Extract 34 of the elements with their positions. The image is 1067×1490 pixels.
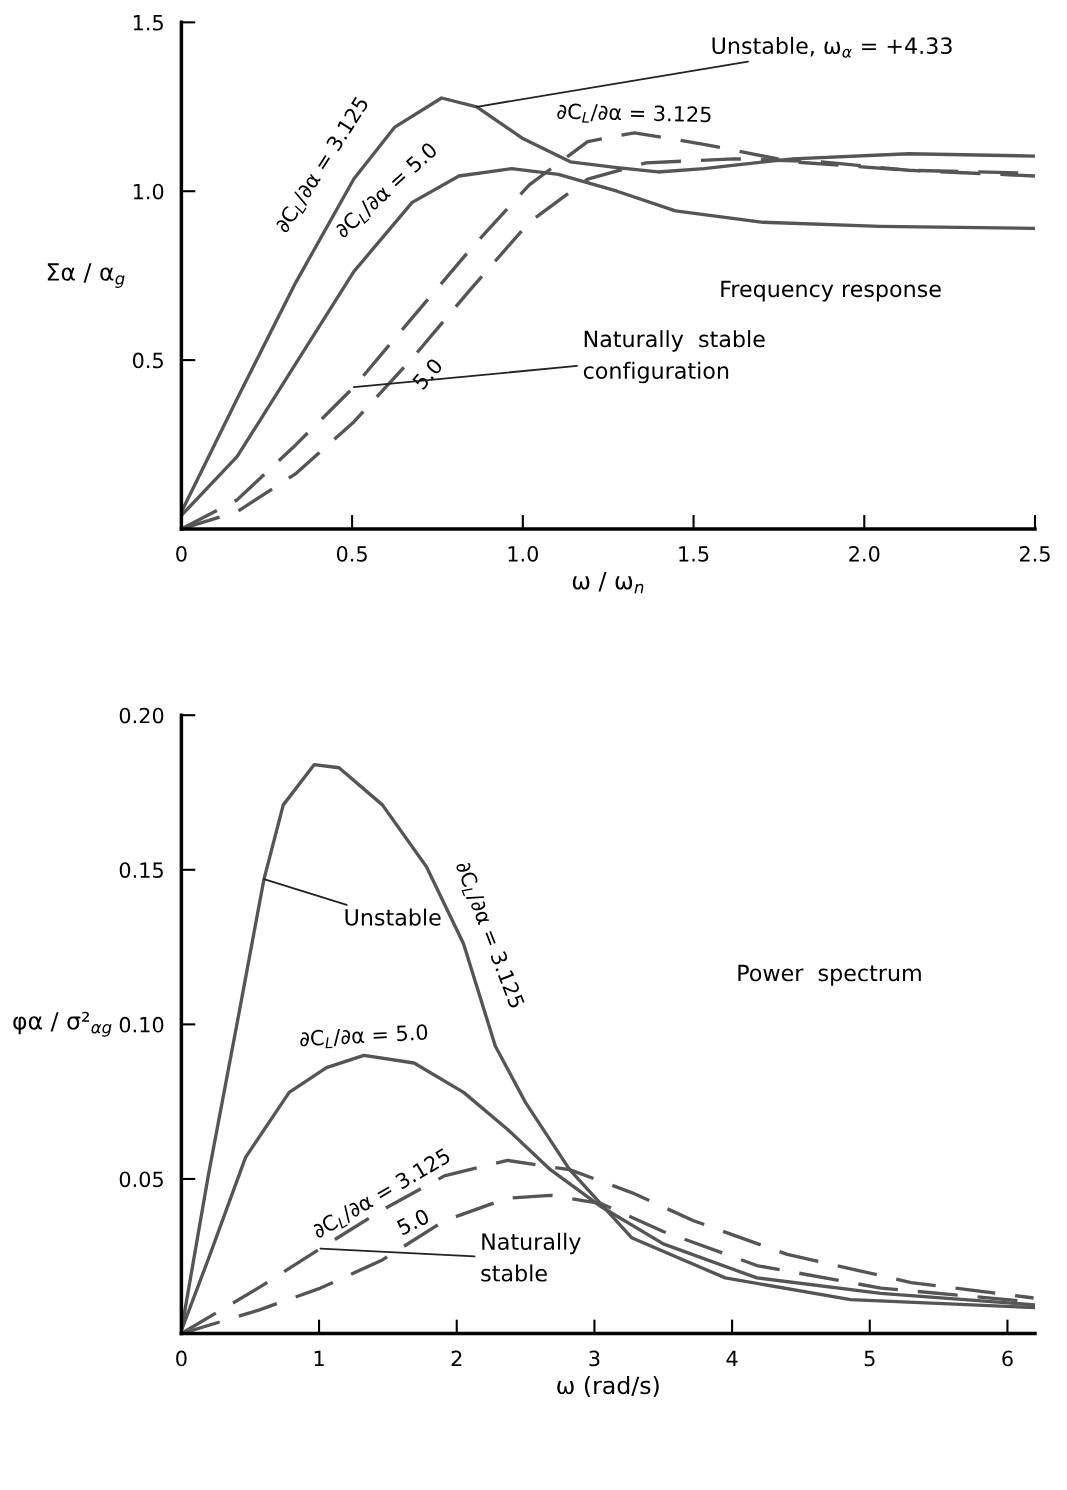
series-label: ∂C$_{L}$/∂α = 3.125	[557, 103, 711, 126]
x-tick-label: 0	[176, 1350, 187, 1367]
y-tick-label: 0.05	[119, 1171, 163, 1188]
x-tick-label: 6	[1002, 1350, 1013, 1367]
y-axis-title: φα / σ²$_{αg}$	[13, 1011, 112, 1037]
text: 5.0	[396, 1208, 431, 1236]
text: ∂C$_{L}$/∂α = 3.125	[452, 860, 526, 1010]
annotation: Naturally stable	[481, 1232, 581, 1282]
x-tick-label: 5	[864, 1350, 875, 1367]
annotation: Unstable	[345, 908, 441, 926]
x-tick-label: 1.0	[508, 545, 539, 562]
series-label: ∂C$_{L}$/∂α = 5.0	[299, 1024, 428, 1050]
annotation: Power spectrum	[738, 964, 921, 986]
y-tick-label: 1.0	[133, 183, 164, 200]
y-tick-label: 1.5	[133, 15, 163, 31]
x-tick-label: 0.5	[336, 545, 367, 562]
annotation: Frequency response	[721, 280, 941, 302]
x-tick-label: 3	[589, 1350, 600, 1367]
x-tick-label: 1.5	[679, 546, 709, 562]
x-tick-label: 2	[451, 1350, 462, 1367]
x-tick-label: 2.5	[1019, 545, 1050, 562]
y-tick-label: 0.5	[132, 352, 163, 369]
x-tick-label: 1	[314, 1350, 324, 1367]
annotation: Unstable, ω$_{α}$ = +4.33	[712, 36, 952, 58]
x-tick-label: 4	[726, 1350, 738, 1367]
x-axis-title: ω / ω$_{n}$	[572, 572, 644, 594]
x-tick-label: 0	[176, 545, 187, 562]
x-tick-label: 2.0	[849, 545, 880, 562]
y-tick-label: 0.20	[119, 707, 164, 724]
y-tick-label: 0.15	[119, 862, 163, 878]
x-axis-title: ω (rad/s)	[557, 1375, 659, 1397]
y-tick-label: 0.10	[119, 1016, 164, 1033]
y-axis-title: Σα / α$_{g}$	[47, 263, 125, 288]
annotation: Naturally stable configuration	[583, 330, 765, 384]
